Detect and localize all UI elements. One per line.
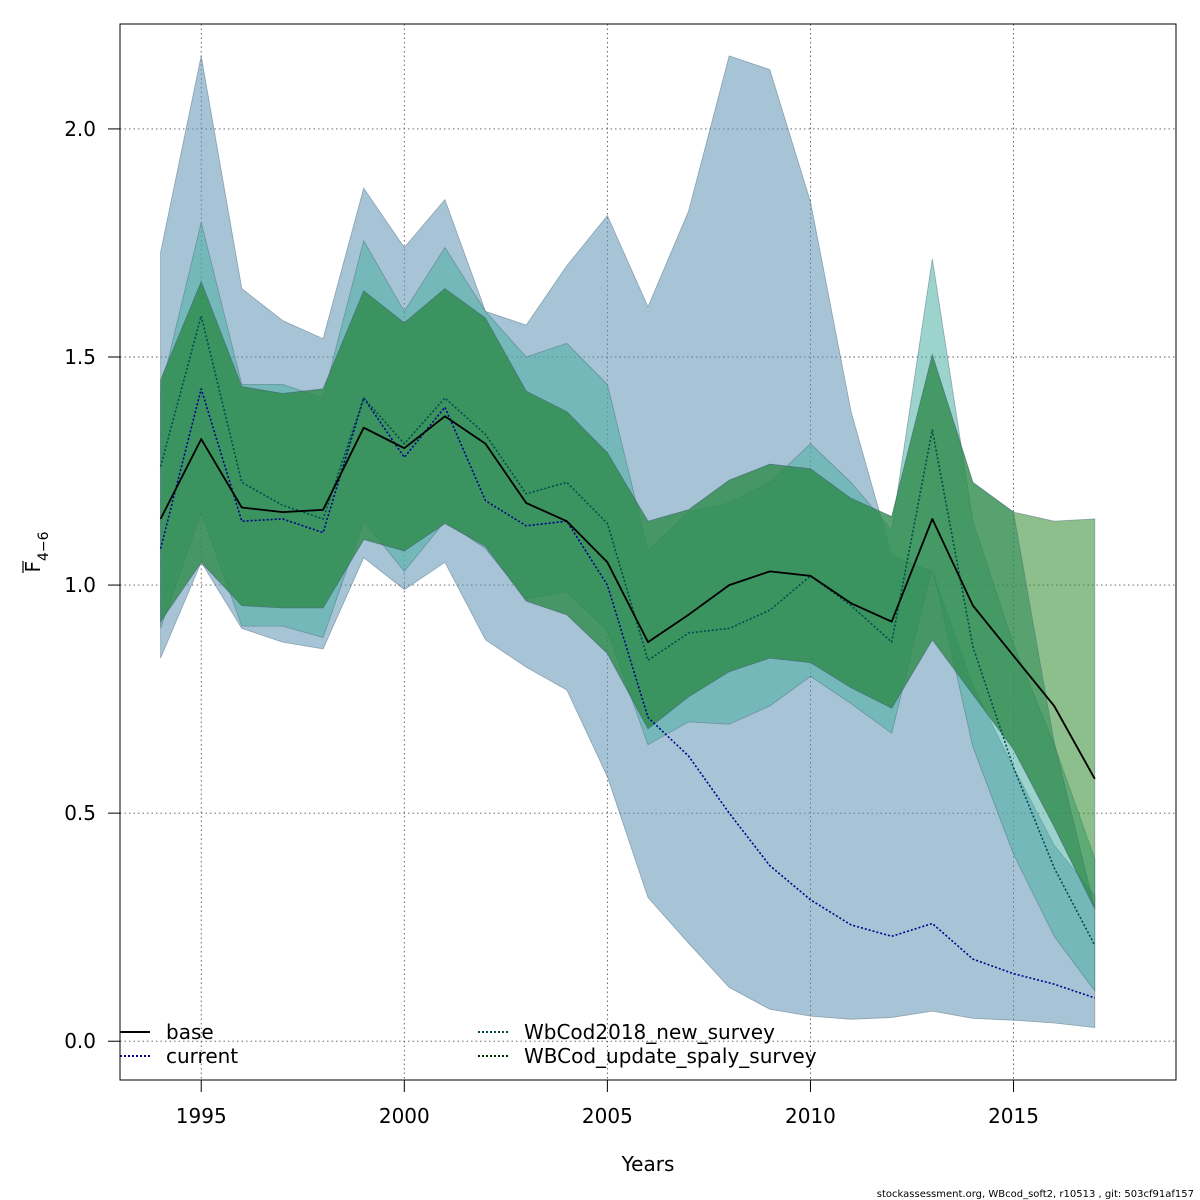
confidence-bands: [160, 55, 1096, 1028]
x-tick-label: 1995: [176, 1104, 227, 1128]
y-tick-label: 0.0: [64, 1029, 96, 1053]
y-axis: 0.0 0.5 1.0 1.5 2.0: [64, 117, 121, 1053]
y-tick-label: 1.5: [64, 345, 96, 369]
legend-label-base: base: [166, 1020, 214, 1044]
x-axis: 1995 2000 2005 2010 2015: [176, 1079, 1039, 1128]
footer-note: stockassessment.org, WBcod_soft2, r10513…: [877, 1189, 1194, 1200]
x-tick-label: 2005: [582, 1104, 633, 1128]
x-tick-label: 2015: [988, 1104, 1039, 1128]
series-lines: [159, 315, 1096, 999]
legend-label-WbCod2018_new_survey: WbCod2018_new_survey: [524, 1020, 775, 1044]
y-tick-label: 0.5: [64, 801, 96, 825]
legend-label-current: current: [166, 1044, 238, 1068]
x-axis-title: Years: [621, 1152, 675, 1176]
legend-label-WBCod_update_spaly_survey: WBCod_update_spaly_survey: [524, 1044, 817, 1068]
y-axis-title-main: F: [21, 561, 45, 573]
y-axis-title: F4−6: [21, 531, 52, 573]
band-base: [160, 280, 1096, 910]
y-tick-label: 2.0: [64, 117, 96, 141]
y-axis-title-sub: 4−6: [36, 531, 52, 561]
line-WbCod2018_new_survey: [159, 315, 1096, 946]
x-tick-label: 2010: [785, 1104, 836, 1128]
x-tick-label: 2000: [379, 1104, 430, 1128]
svg-text:F4−6: F4−6: [21, 531, 52, 572]
y-tick-label: 1.0: [64, 573, 96, 597]
line-base: [159, 415, 1096, 780]
